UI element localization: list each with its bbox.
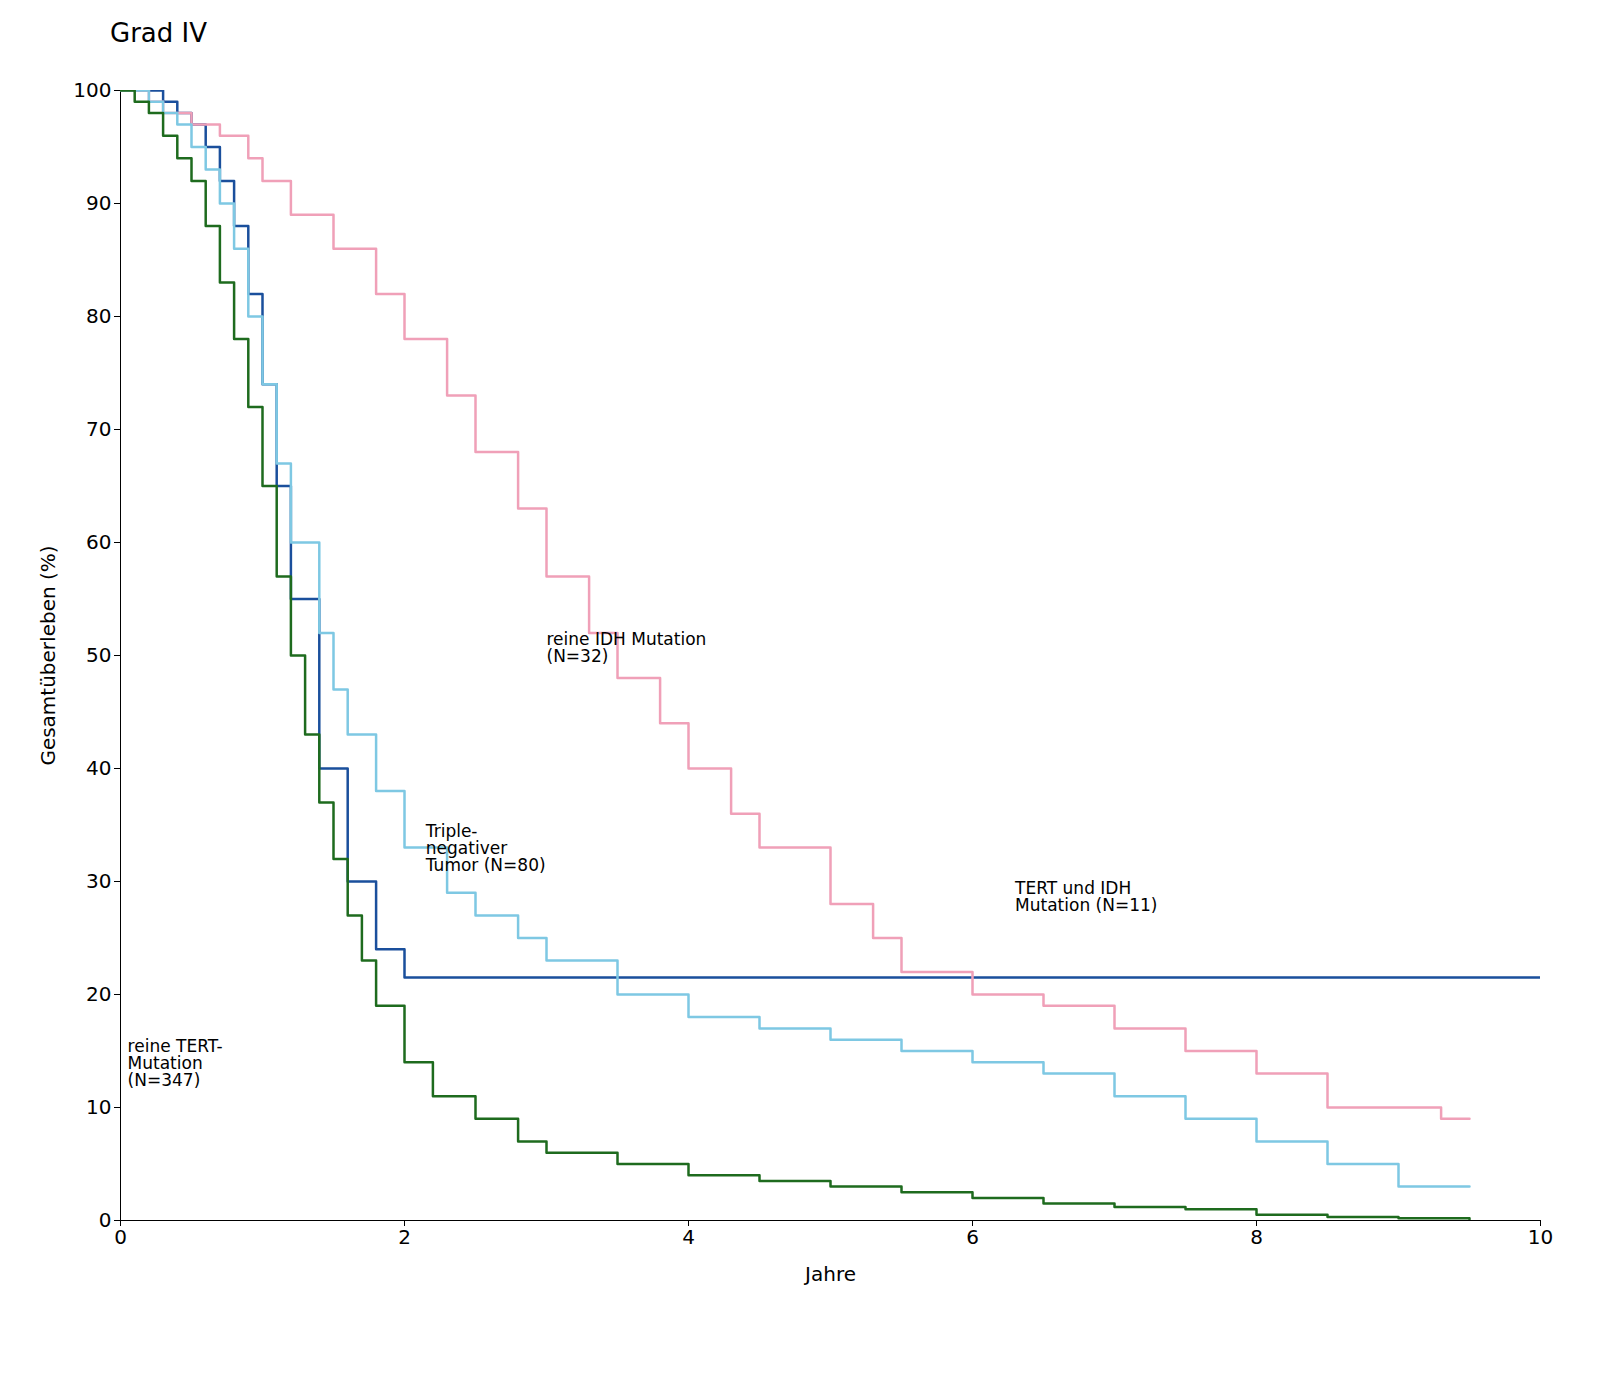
svg-text:4: 4: [682, 1225, 695, 1249]
svg-text:reine TERT-Mutation(N=347): reine TERT-Mutation(N=347): [128, 1036, 223, 1090]
svg-text:90: 90: [86, 191, 111, 215]
svg-text:0: 0: [99, 1208, 112, 1232]
svg-text:30: 30: [86, 869, 111, 893]
svg-text:80: 80: [86, 304, 111, 328]
html-text:Grad IV: Grad IV: [110, 18, 207, 48]
svg-text:6: 6: [966, 1225, 979, 1249]
svg-text:Jahre: Jahre: [803, 1262, 856, 1286]
svg-text:2: 2: [398, 1225, 411, 1249]
svg-text:40: 40: [86, 756, 111, 780]
svg-text:20: 20: [86, 982, 111, 1006]
svg-text:100: 100: [73, 78, 111, 102]
svg-text:Triple-negativerTumor (N=80): Triple-negativerTumor (N=80): [425, 821, 546, 875]
svg-text:TERT und IDHMutation (N=11): TERT und IDHMutation (N=11): [1014, 878, 1157, 915]
svg-text:60: 60: [86, 530, 111, 554]
svg-text:0: 0: [114, 1225, 127, 1249]
svg-text:8: 8: [1250, 1225, 1263, 1249]
svg-text:10: 10: [86, 1095, 111, 1119]
svg-text:10: 10: [1528, 1225, 1553, 1249]
svg-text:70: 70: [86, 417, 111, 441]
svg-text:Gesamtüberleben (%): Gesamtüberleben (%): [36, 545, 60, 765]
svg-text:50: 50: [86, 643, 111, 667]
svg-text:reine IDH Mutation(N=32): reine IDH Mutation(N=32): [547, 629, 707, 666]
